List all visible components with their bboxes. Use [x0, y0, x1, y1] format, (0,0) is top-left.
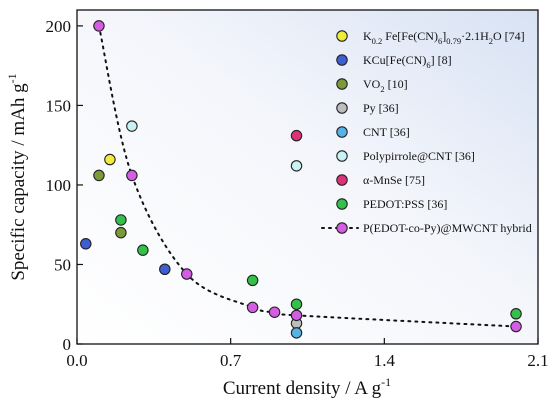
- data-point-series-5: [126, 120, 138, 132]
- data-point-series-8: [93, 20, 105, 32]
- legend-label-part: CNT [36]: [363, 125, 410, 139]
- y-axis-title: Specific capacity / mAh g-1: [5, 73, 29, 280]
- y-axis-title-text: Specific capacity / mAh g: [8, 83, 29, 281]
- legend-label: α-MnSe [75]: [363, 173, 425, 187]
- x-tick-label: 0.7: [220, 351, 242, 370]
- legend-label-part: α-MnSe [75]: [363, 173, 425, 187]
- legend-label-part: ] [8]: [431, 53, 452, 67]
- data-point-series-4: [290, 327, 303, 339]
- legend-label-part: Polypirrole@CNT [36]: [363, 149, 475, 163]
- legend-label-part: ·2.1H: [461, 29, 489, 43]
- legend-label: P(EDOT-co-Py)@MWCNT hybrid: [363, 221, 532, 235]
- legend-marker: [336, 198, 348, 210]
- y-tick-label: 150: [46, 96, 72, 115]
- legend-label: VO2 [10]: [363, 77, 408, 94]
- legend-marker: [336, 126, 348, 138]
- legend-label-part: [10]: [385, 77, 408, 91]
- x-axis-title: Current density / A g-1: [223, 375, 391, 399]
- data-point-series-7: [137, 244, 149, 256]
- x-tick-label: 2.1: [527, 351, 548, 370]
- legend-label: Py [36]: [363, 101, 399, 115]
- data-point-series-6: [290, 129, 303, 142]
- data-point-series-7: [510, 308, 522, 320]
- data-point-series-8: [126, 169, 138, 182]
- legend-label-part: O [74]: [493, 29, 525, 43]
- legend-label-part: Fe[Fe(CN): [382, 29, 438, 43]
- legend-label-part: P(EDOT-co-Py)@MWCNT hybrid: [363, 221, 532, 235]
- legend-marker: [336, 78, 348, 90]
- data-point-series-2: [93, 169, 105, 182]
- data-point-series-8: [181, 268, 193, 280]
- x-tick-label: 1.4: [374, 351, 396, 370]
- legend-label-part: 6: [426, 60, 430, 70]
- y-axis-title-sup: -1: [5, 73, 19, 83]
- x-axis-title-sup: -1: [381, 375, 391, 389]
- legend-label-part: 0.79: [446, 36, 461, 46]
- legend-label: CNT [36]: [363, 125, 410, 139]
- data-point-series-7: [115, 214, 127, 226]
- data-point-series-1: [80, 238, 92, 250]
- data-point-series-8: [268, 306, 281, 318]
- y-tick-label: 0: [63, 335, 72, 354]
- trend-curve: [97, 24, 518, 328]
- y-tick-label: 200: [46, 17, 72, 36]
- legend-label: KCu[Fe(CN)6] [8]: [363, 53, 452, 70]
- legend-label-part: PEDOT:PSS [36]: [363, 197, 447, 211]
- legend-label-part: 0.2: [372, 36, 383, 46]
- legend-label-part: 2: [380, 84, 384, 94]
- legend-label-part: 6: [438, 36, 442, 46]
- data-point-series-1: [159, 263, 171, 275]
- legend-label-part: VO: [363, 77, 381, 91]
- fit-curve-layer: [97, 24, 518, 328]
- legend-marker: [336, 222, 348, 234]
- legend-label-part: Py [36]: [363, 101, 399, 115]
- legend-label-part: ]: [442, 29, 446, 43]
- legend-label-part: 2: [489, 36, 493, 46]
- x-tick-label: 0.0: [66, 351, 87, 370]
- data-point-series-5: [290, 160, 303, 172]
- legend-marker: [336, 150, 348, 162]
- legend-label: K0.2 Fe[Fe(CN)6]0.79·2.1H2O [74]: [363, 29, 525, 46]
- legend-marker: [336, 102, 348, 114]
- plot-frame: [76, 9, 539, 345]
- legend-label-part: KCu[Fe(CN): [363, 53, 426, 67]
- legend-marker: [336, 174, 348, 186]
- legend-marker: [336, 54, 348, 66]
- data-point-series-8: [290, 309, 303, 322]
- points-layer: [80, 20, 522, 339]
- data-point-series-7: [290, 298, 303, 310]
- legend-label: PEDOT:PSS [36]: [363, 197, 447, 211]
- data-point-series-8: [510, 320, 522, 333]
- data-point-series-0: [104, 153, 116, 166]
- legend-marker: [336, 30, 348, 42]
- data-point-series-7: [246, 274, 259, 287]
- y-tick-label: 50: [54, 255, 71, 274]
- x-axis-title-text: Current density / A g: [223, 378, 382, 399]
- legend-label-part: K: [363, 29, 372, 43]
- ticks-layer: 0.0 0.7 1.4 2.1 0 50 100 150 200: [46, 17, 549, 370]
- data-point-series-8: [246, 301, 259, 314]
- data-point-series-2: [115, 226, 127, 239]
- plot-background: [77, 10, 538, 344]
- legend: K0.2 Fe[Fe(CN)6]0.79·2.1H2O [74]KCu[Fe(C…: [321, 29, 532, 235]
- legend-label: Polypirrole@CNT [36]: [363, 149, 475, 163]
- y-tick-label: 100: [46, 176, 72, 195]
